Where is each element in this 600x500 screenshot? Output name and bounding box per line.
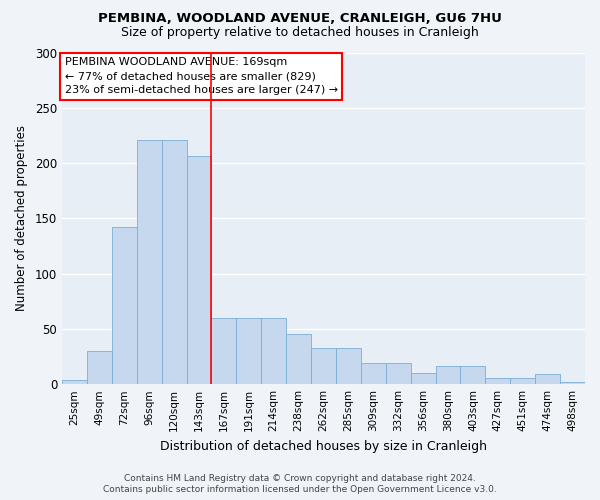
Text: PEMBINA WOODLAND AVENUE: 169sqm
← 77% of detached houses are smaller (829)
23% o: PEMBINA WOODLAND AVENUE: 169sqm ← 77% of…: [65, 58, 338, 96]
Bar: [311, 348, 336, 384]
Bar: [137, 140, 161, 384]
Bar: [436, 366, 460, 384]
Bar: [535, 374, 560, 384]
Text: Contains HM Land Registry data © Crown copyright and database right 2024.
Contai: Contains HM Land Registry data © Crown c…: [103, 474, 497, 494]
Bar: [211, 318, 236, 384]
Bar: [410, 373, 436, 384]
Bar: [336, 348, 361, 384]
Text: Size of property relative to detached houses in Cranleigh: Size of property relative to detached ho…: [121, 26, 479, 39]
Bar: [87, 351, 112, 384]
Bar: [187, 156, 211, 384]
Bar: [510, 378, 535, 384]
Y-axis label: Number of detached properties: Number of detached properties: [15, 126, 28, 312]
Text: PEMBINA, WOODLAND AVENUE, CRANLEIGH, GU6 7HU: PEMBINA, WOODLAND AVENUE, CRANLEIGH, GU6…: [98, 12, 502, 26]
Bar: [261, 318, 286, 384]
Bar: [161, 140, 187, 384]
X-axis label: Distribution of detached houses by size in Cranleigh: Distribution of detached houses by size …: [160, 440, 487, 452]
Bar: [62, 380, 87, 384]
Bar: [236, 318, 261, 384]
Bar: [286, 334, 311, 384]
Bar: [386, 363, 410, 384]
Bar: [460, 366, 485, 384]
Bar: [361, 363, 386, 384]
Bar: [485, 378, 510, 384]
Bar: [560, 382, 585, 384]
Bar: [112, 227, 137, 384]
